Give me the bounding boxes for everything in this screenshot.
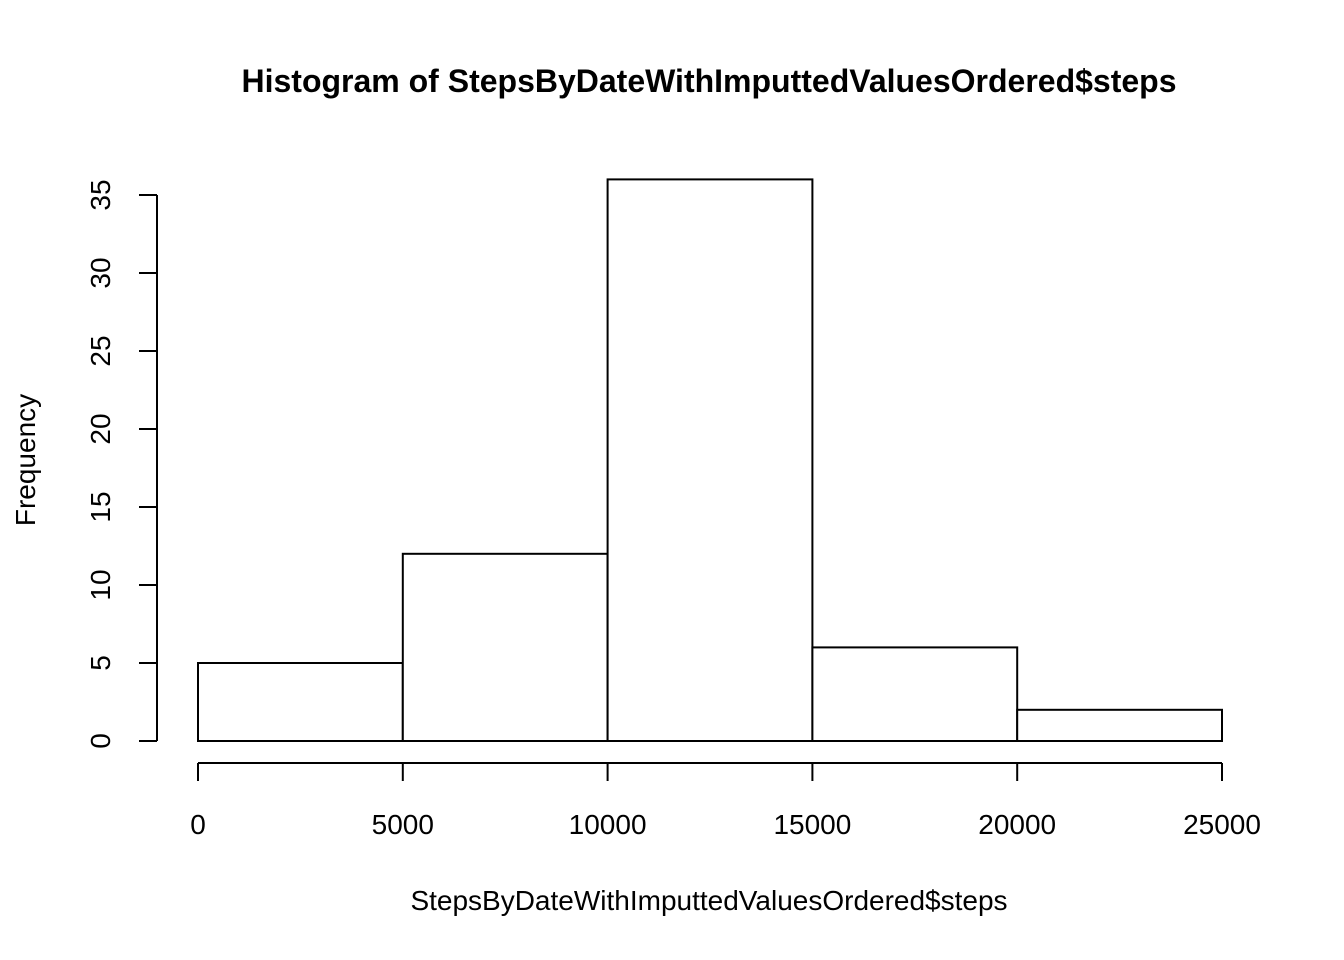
x-tick-label-2: 10000 — [569, 809, 647, 840]
histogram-bar-4 — [1016, 708, 1224, 742]
x-tick-label-3: 15000 — [773, 809, 851, 840]
y-tick-label-4: 20 — [85, 413, 116, 444]
histogram-bar-1 — [401, 552, 609, 742]
histogram-bar-3 — [811, 646, 1019, 743]
bars-group — [197, 178, 1224, 743]
y-tick-label-3: 15 — [85, 491, 116, 522]
x-tick-label-0: 0 — [190, 809, 206, 840]
y-tick-label-1: 5 — [85, 655, 116, 671]
y-tick-label-0: 0 — [85, 733, 116, 749]
chart-title: Histogram of StepsByDateWithImputtedValu… — [241, 63, 1176, 99]
y-tick-label-6: 30 — [85, 257, 116, 288]
x-tick-label-5: 25000 — [1183, 809, 1261, 840]
x-axis: 0 5000 10000 15000 20000 25000 — [190, 762, 1261, 840]
y-tick-label-5: 25 — [85, 335, 116, 366]
y-axis: 0 5 10 15 20 25 30 35 — [85, 179, 158, 749]
x-tick-label-1: 5000 — [372, 809, 434, 840]
histogram-bar-2 — [606, 178, 814, 742]
y-axis-label: Frequency — [10, 394, 41, 526]
x-tick-label-4: 20000 — [978, 809, 1056, 840]
x-axis-label: StepsByDateWithImputtedValuesOrdered$ste… — [410, 885, 1007, 916]
y-tick-label-2: 10 — [85, 569, 116, 600]
y-tick-label-7: 35 — [85, 179, 116, 210]
histogram-bar-0 — [197, 662, 404, 742]
